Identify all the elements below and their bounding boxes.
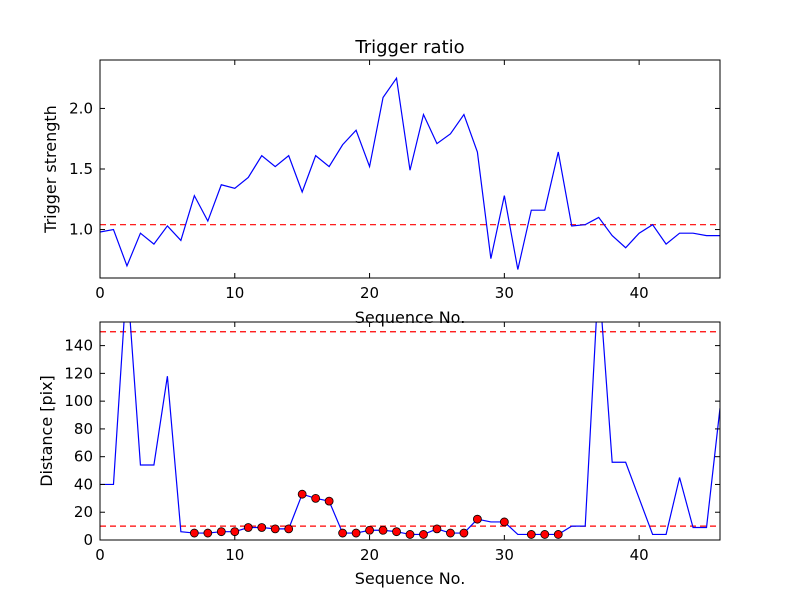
data-point [459, 528, 469, 538]
y-tick-label: 1.0 [69, 221, 93, 239]
y-tick-label: 80 [74, 420, 93, 438]
data-point [499, 517, 509, 527]
data-point [378, 525, 388, 535]
x-tick-label: 20 [360, 284, 379, 302]
data-point [392, 527, 401, 537]
x-tick-label: 30 [495, 284, 514, 302]
y-tick-label: 0 [83, 531, 93, 549]
y-tick-label: 40 [74, 475, 93, 493]
y-tick-label: 100 [64, 392, 93, 410]
y-tick-label: 2.0 [69, 99, 93, 117]
plot-frame [99, 321, 721, 541]
x-tick-label: 40 [630, 546, 649, 564]
x-tick-label: 30 [495, 546, 514, 564]
data-point [472, 514, 482, 524]
data-point [297, 489, 307, 499]
y-axis-label: Distance [pix] [37, 375, 56, 487]
data-point [446, 528, 455, 538]
data-point [284, 524, 294, 534]
data-series [100, 76, 720, 270]
y-tick-label: 1.5 [69, 160, 93, 178]
data-point [351, 528, 361, 538]
data-point [365, 525, 374, 535]
x-ticks: 0 10 20 30 40 [95, 322, 649, 564]
data-point [432, 524, 442, 534]
y-tick-label: 20 [74, 503, 93, 521]
data-point [216, 527, 226, 537]
data-point [526, 530, 536, 539]
data-point [257, 523, 267, 532]
x-ticks: 0 10 20 30 40 [95, 60, 649, 302]
data-point [243, 523, 253, 532]
y-ticks: 0 20 40 60 80 100 120 140 [64, 337, 720, 549]
y-axis-label: Trigger strength [41, 105, 60, 234]
x-tick-label: 40 [630, 284, 649, 302]
x-tick-label: 20 [360, 546, 379, 564]
data-markers [189, 489, 563, 539]
y-tick-label: 120 [64, 364, 93, 382]
data-point [230, 527, 240, 537]
data-point [540, 530, 550, 539]
series-line [100, 76, 720, 270]
data-point [324, 496, 334, 506]
data-point [405, 530, 415, 539]
data-point [311, 493, 321, 503]
data-point [203, 528, 213, 538]
y-ticks: 1.0 1.5 2.0 [69, 99, 720, 239]
data-point [189, 528, 199, 538]
data-point [270, 524, 280, 534]
data-point [419, 530, 428, 539]
threshold-lines [100, 331, 720, 527]
data-point [553, 530, 563, 539]
x-axis-label: Sequence No. [355, 308, 466, 327]
x-axis-label: Sequence No. [355, 569, 466, 588]
x-tick-label: 10 [225, 546, 244, 564]
chart-title: Trigger ratio [354, 37, 464, 58]
y-tick-label: 140 [64, 337, 93, 355]
y-tick-label: 60 [74, 448, 93, 466]
x-tick-label: 10 [225, 284, 244, 302]
x-tick-label: 0 [95, 546, 105, 564]
trigger-ratio-panel: Trigger ratio 0 10 20 30 40 1.0 1.5 2.0 Sequen… [41, 37, 721, 327]
distance-panel: 0 10 20 30 40 0 20 40 60 80 100 120 140 Sequence No… [37, 321, 721, 588]
x-tick-label: 0 [95, 284, 105, 302]
data-point [338, 528, 348, 538]
